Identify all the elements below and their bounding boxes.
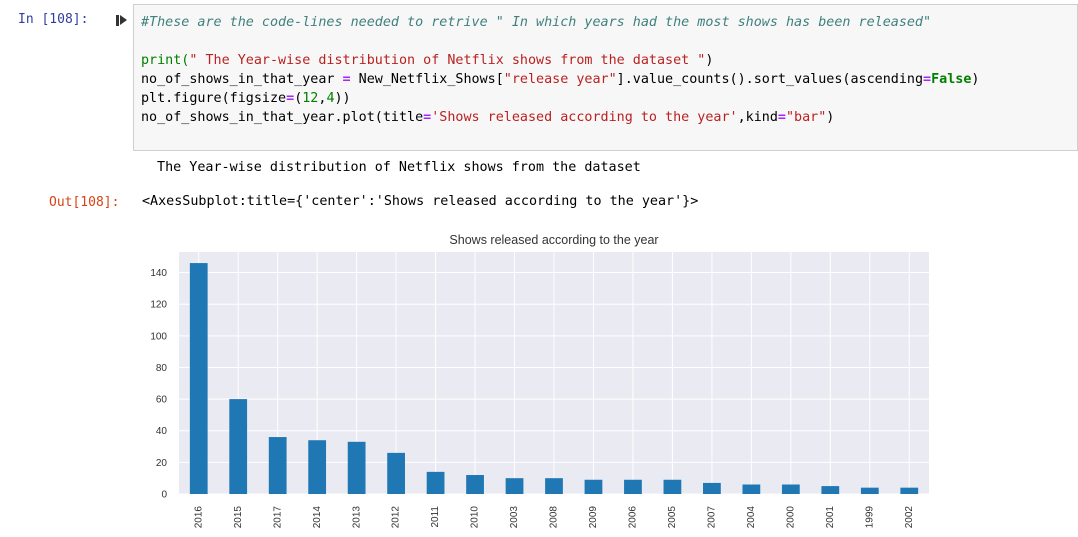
x-tick-label: 2014 bbox=[312, 506, 323, 529]
x-tick-label: 2008 bbox=[549, 506, 560, 529]
x-tick-label: 2012 bbox=[391, 506, 402, 529]
x-tick-label: 2013 bbox=[351, 506, 362, 529]
y-tick-label: 100 bbox=[150, 331, 167, 342]
code-editor[interactable]: #These are the code-lines needed to retr… bbox=[141, 13, 979, 127]
input-prompt: In [108]: bbox=[18, 12, 89, 27]
stdout-output: The Year-wise distribution of Netflix sh… bbox=[149, 160, 649, 175]
x-tick-label: 2007 bbox=[707, 506, 718, 529]
x-tick-label: 1999 bbox=[864, 506, 875, 529]
bar-2014 bbox=[308, 440, 327, 494]
x-tick-label: 2010 bbox=[470, 506, 481, 529]
code-operator: = bbox=[342, 72, 351, 87]
code-string: 'Shows released according to the year' bbox=[431, 110, 738, 125]
code-token: plt.figure(figsize bbox=[141, 91, 287, 106]
x-tick-label: 2002 bbox=[904, 506, 915, 529]
bar-2004 bbox=[742, 484, 761, 494]
y-tick-labels: 0 20 40 60 80 100 120 140 bbox=[150, 268, 167, 500]
x-tick-label: 2003 bbox=[509, 506, 520, 529]
code-token: ( bbox=[294, 91, 303, 106]
x-tick-label: 2011 bbox=[430, 506, 441, 528]
code-token: ) bbox=[971, 72, 980, 87]
bars bbox=[189, 263, 919, 494]
x-tick-label: 2001 bbox=[825, 506, 836, 529]
code-token: , bbox=[318, 91, 327, 106]
code-number: 12 bbox=[302, 91, 319, 106]
code-token: ) bbox=[826, 110, 835, 125]
bar-2017 bbox=[268, 437, 287, 494]
code-operator: = bbox=[423, 110, 432, 125]
y-tick-label: 140 bbox=[150, 268, 167, 279]
bar-2007 bbox=[703, 482, 721, 494]
bar-2005 bbox=[663, 479, 682, 494]
code-print-call: print( bbox=[141, 53, 190, 68]
code-number: 4 bbox=[326, 91, 335, 106]
x-tick-label: 2006 bbox=[628, 506, 639, 529]
code-string: "release year" bbox=[503, 72, 617, 87]
code-operator: = bbox=[777, 110, 786, 125]
y-tick-label: 60 bbox=[156, 395, 168, 406]
code-token: )) bbox=[334, 91, 351, 106]
bar-1999 bbox=[860, 487, 879, 494]
code-token: ,kind bbox=[737, 110, 778, 125]
code-token: New_Netflix_Shows[ bbox=[350, 72, 504, 87]
x-tick-labels: 2016 2015 2017 2014 2013 2012 2011 2010 2003 2008… bbox=[193, 506, 915, 529]
y-tick-label: 120 bbox=[150, 300, 167, 311]
code-input-area[interactable]: #These are the code-lines needed to retr… bbox=[133, 4, 1078, 151]
bar-2008 bbox=[545, 478, 563, 494]
x-tick-label: 2005 bbox=[667, 506, 678, 529]
x-tick-label: 2016 bbox=[193, 506, 204, 529]
bar-2012 bbox=[387, 452, 405, 494]
bar-2000 bbox=[781, 484, 800, 494]
code-comment: #These are the code-lines needed to retr… bbox=[141, 15, 932, 30]
grid-lines bbox=[179, 252, 929, 495]
bar-2002 bbox=[900, 487, 919, 494]
code-token: no_of_shows_in_that_year.plot(title bbox=[141, 110, 424, 125]
chart-title: Shows released according to the year bbox=[449, 233, 658, 247]
run-cell-icon[interactable] bbox=[116, 14, 128, 26]
bar-2011 bbox=[426, 471, 445, 494]
output-prompt: Out[108]: bbox=[49, 195, 120, 210]
x-tick-label: 2004 bbox=[746, 506, 757, 529]
bar-2006 bbox=[624, 479, 642, 494]
bar-2016 bbox=[189, 263, 208, 494]
y-tick-label: 20 bbox=[156, 458, 168, 469]
code-operator: = bbox=[923, 72, 932, 87]
code-keyword: False bbox=[931, 72, 972, 87]
code-token: no_of_shows_in_that_year bbox=[141, 72, 343, 87]
code-token: ].value_counts().sort_values(ascending bbox=[616, 72, 924, 87]
code-string: " The Year-wise distribution of Netflix … bbox=[189, 53, 706, 68]
code-string: "bar" bbox=[785, 110, 827, 125]
bar-2010 bbox=[466, 475, 484, 494]
x-tick-label: 2009 bbox=[588, 506, 599, 529]
bar-2013 bbox=[347, 441, 366, 494]
bar-2001 bbox=[821, 486, 840, 494]
x-tick-label: 2017 bbox=[272, 506, 283, 529]
code-operator: = bbox=[286, 91, 295, 106]
bar-2015 bbox=[229, 399, 248, 494]
output-repr: <AxesSubplot:title={'center':'Shows rele… bbox=[142, 194, 699, 209]
bar-2009 bbox=[584, 479, 603, 494]
y-tick-label: 40 bbox=[156, 426, 168, 437]
x-tick-label: 2015 bbox=[233, 506, 244, 529]
y-tick-label: 80 bbox=[156, 363, 168, 374]
code-token: ) bbox=[705, 53, 714, 68]
bar-2003 bbox=[505, 478, 524, 494]
x-tick-label: 2000 bbox=[785, 506, 796, 529]
y-tick-label: 0 bbox=[161, 490, 167, 501]
